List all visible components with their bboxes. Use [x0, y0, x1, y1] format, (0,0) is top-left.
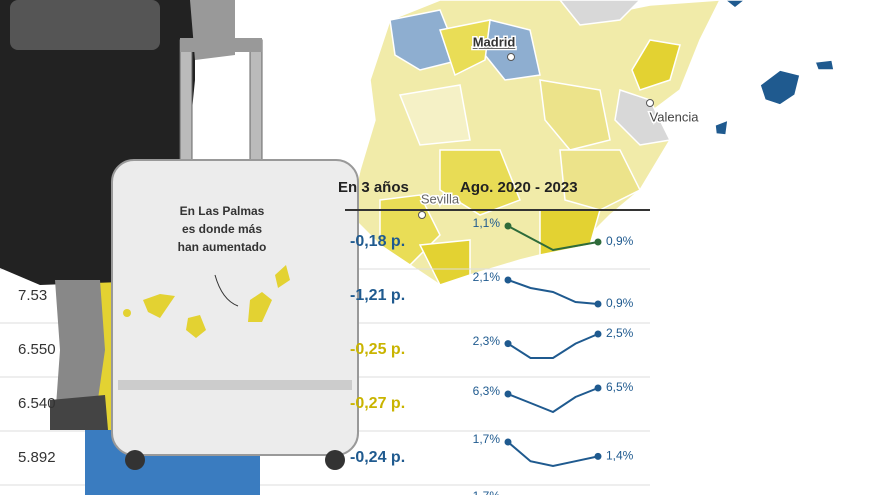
map-label: Valencia: [650, 109, 700, 124]
handle: [180, 38, 262, 52]
row-number: 6.540: [18, 395, 56, 412]
suitcase-band: [118, 380, 352, 390]
sparkline: [507, 225, 599, 252]
spark-label: 2,5%: [606, 326, 634, 340]
shoe: [50, 395, 108, 430]
map: [349, 0, 835, 286]
island: [275, 265, 290, 288]
sparkline: [507, 333, 599, 359]
spark-point: [594, 330, 602, 338]
change-value: -0,25 p.: [350, 341, 405, 358]
spark-label: 1,7%: [473, 432, 501, 446]
spark-point: [504, 438, 512, 446]
change-value: -0,18 p.: [350, 233, 405, 250]
change-value: -1,21 p.: [350, 287, 405, 304]
bag: [10, 0, 160, 50]
spark-point: [594, 452, 602, 460]
row-number: 5.892: [18, 449, 56, 466]
spark-label: 0,9%: [606, 296, 634, 310]
island: [123, 309, 131, 317]
spark-label: 0,9%: [606, 234, 634, 248]
annotation: es donde más: [182, 222, 262, 236]
arrow: [214, 274, 239, 307]
annotation: En Las Palmas: [180, 204, 265, 218]
change-value: -0,27 p.: [350, 395, 405, 412]
spark-point: [504, 340, 512, 348]
handle: [249, 39, 263, 166]
spark-label: 1,4%: [606, 449, 634, 463]
spark-point: [594, 384, 602, 392]
row-number: 6.550: [18, 341, 56, 358]
spark-label: 6,3%: [473, 384, 501, 398]
annotation: han aumentado: [178, 240, 267, 254]
spark-label: 1,7%: [473, 489, 501, 495]
spark-label: 2,3%: [473, 334, 501, 348]
island: [248, 292, 272, 322]
sparkline: [507, 387, 599, 414]
spark-point: [594, 300, 602, 308]
sparkline: [507, 441, 599, 468]
spark-point: [594, 238, 602, 246]
column-header: En 3 años: [338, 179, 409, 196]
wheel: [125, 450, 145, 470]
map-label: Sevilla: [421, 191, 460, 206]
spark-point: [504, 390, 512, 398]
spark-point: [504, 222, 512, 230]
spark-label: 6,5%: [606, 380, 634, 394]
island: [186, 315, 206, 338]
row-number: 7.53: [18, 287, 47, 304]
spark-label: 1,1%: [473, 216, 501, 230]
spark-point: [504, 276, 512, 284]
change-value: -0,24 p.: [350, 449, 405, 466]
map-label: Madrid: [473, 34, 516, 49]
leg: [55, 280, 105, 420]
island: [143, 294, 175, 318]
column-header: Ago. 2020 - 2023: [460, 179, 578, 196]
handle: [179, 39, 193, 166]
wheel: [325, 450, 345, 470]
spark-label: 2,1%: [473, 270, 501, 284]
sparkline: [507, 279, 599, 305]
